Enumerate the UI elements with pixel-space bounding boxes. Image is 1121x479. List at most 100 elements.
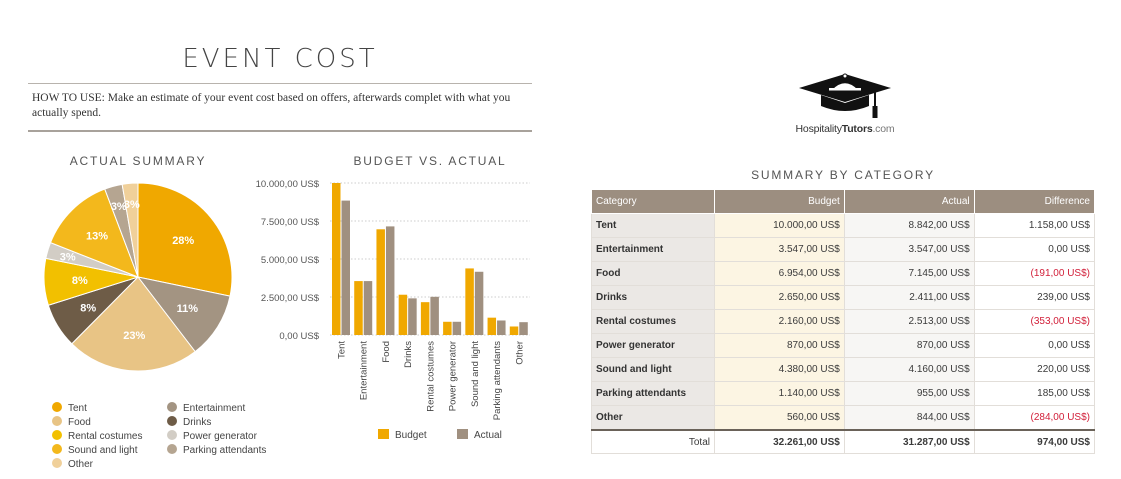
bar-actual [497,320,506,335]
legend-swatch [52,458,62,468]
legend-budget-label: Budget [395,430,427,441]
legend-swatch [167,402,177,412]
legend-actual: Actual [457,429,502,441]
legend-swatch [167,444,177,454]
cell-difference: (191,00 US$) [973,261,1096,286]
x-tick-label: Drinks [403,341,414,368]
bar-actual [474,271,484,335]
table-row: Rental costumes 2.160,00 US$ 2.513,00 US$(… [591,309,1096,334]
title-divider [28,83,532,84]
bar-budget [420,302,430,335]
cell-difference: (353,00 US$) [973,309,1096,334]
legend-budget: Budget [378,429,427,441]
legend-label: Drinks [183,417,212,428]
cell-difference: 0,00 US$ [973,333,1096,358]
cell-actual: 844,00 US$ [843,405,975,431]
page-title: EVENT COST [182,44,378,74]
legend-actual-label: Actual [474,430,502,441]
cell-category: Food [591,261,715,286]
pie-slice [137,182,233,297]
pie-slice [49,188,139,278]
legend-label: Tent [68,403,87,414]
table-row: Parking attendants 1.140,00 US$ 955,00 US$… [591,381,1096,406]
cell-difference: (284,00 US$) [973,405,1096,431]
pie-slice-label: 11% [177,303,199,315]
summary-header-row: Category Budget Actual Difference [591,189,1096,214]
header-actual: Actual [843,189,975,214]
x-tick-label: Other [514,341,525,365]
bar-actual [452,321,462,335]
table-row: Power generator 870,00 US$ 870,00 US$ 0,00 … [591,333,1096,358]
bar-actual [363,281,373,335]
legend-swatch [52,416,62,426]
pie-slice-label: 3% [60,251,76,263]
logo-text-a: Hospitality [795,123,842,135]
cell-difference: 220,00 US$ [973,357,1096,382]
bar-budget [487,317,497,335]
header-category: Category [591,189,715,214]
legend-budget-swatch [378,429,389,439]
table-row: Sound and light 4.380,00 US$ 4.160,00 US$ 2… [591,357,1096,382]
cell-actual: 4.160,00 US$ [843,357,975,382]
table-row: Other 560,00 US$ 844,00 US$ (284,00 US$) [591,405,1096,431]
pie-legend-item: Entertainment [167,402,245,414]
cell-budget: 2.160,00 US$ [714,309,845,334]
cell-budget: 3.547,00 US$ [714,237,845,262]
cell-difference: 239,00 US$ [973,285,1096,310]
summary-total-row: Total 32.261,00 US$ 31.287,00 US$ 974,00… [591,429,1096,454]
cell-actual: 7.145,00 US$ [843,261,975,286]
legend-label: Power generator [183,431,257,442]
legend-label: Sound and light [68,445,138,456]
y-tick-label: 7.500,00 US$ [261,217,320,228]
pie-chart-title: ACTUAL SUMMARY [69,154,207,168]
bar-actual [385,226,395,335]
pie-slice-label: 3% [111,201,127,213]
x-tick-label: Sound and light [470,341,481,407]
bar-actual [519,322,528,335]
bar-budget [398,294,408,335]
cell-actual: 2.411,00 US$ [843,285,975,310]
pie-slice [121,182,139,278]
cell-actual: 8.842,00 US$ [843,213,975,238]
summary-title: SUMMARY BY CATEGORY [751,168,935,182]
howto-divider [28,130,532,132]
cell-budget: 870,00 US$ [714,333,845,358]
y-tick-label: 0,00 US$ [279,331,319,342]
pie-slice-label: 3% [124,199,140,211]
cell-budget: 10.000,00 US$ [714,213,845,238]
bar-budget [443,321,452,335]
bar-budget [509,326,519,335]
bar-actual [408,298,417,335]
pie-legend-item: Food [52,416,91,428]
y-tick-label: 5.000,00 US$ [261,255,320,266]
legend-label: Food [68,417,91,428]
pie-legend-item: Sound and light [52,444,138,456]
cell-category: Other [591,405,715,431]
header-difference: Difference [973,189,1096,214]
y-tick-label: 10.000,00 US$ [256,179,320,190]
cell-category: Sound and light [591,357,715,382]
cell-category: Rental costumes [591,309,715,334]
pie-legend-item: Drinks [167,416,211,428]
table-row: Tent 10.000,00 US$ 8.842,00 US$ 1.158,00 US… [591,213,1096,238]
mortarboard-icon [799,73,891,118]
cell-actual: 870,00 US$ [843,333,975,358]
cell-difference: 1.158,00 US$ [973,213,1096,238]
pie-slice-label: 13% [86,231,108,243]
cell-category: Power generator [591,333,715,358]
cell-budget: 1.140,00 US$ [714,381,845,406]
x-tick-label: Parking attendants [492,341,503,420]
legend-swatch [167,430,177,440]
legend-label: Other [68,459,94,470]
cell-category: Tent [591,213,715,238]
cell-category: Drinks [591,285,715,310]
pie-legend-item: Rental costumes [52,430,142,442]
pie-slice-label: 23% [123,330,145,342]
cell-budget: 560,00 US$ [714,405,845,431]
cell-budget: 2.650,00 US$ [714,285,845,310]
cell-category: Entertainment [591,237,715,262]
total-budget: 32.261,00 US$ [714,429,845,454]
pie-slice-label: 28% [172,235,194,247]
cell-budget: 4.380,00 US$ [714,357,845,382]
cell-actual: 2.513,00 US$ [843,309,975,334]
